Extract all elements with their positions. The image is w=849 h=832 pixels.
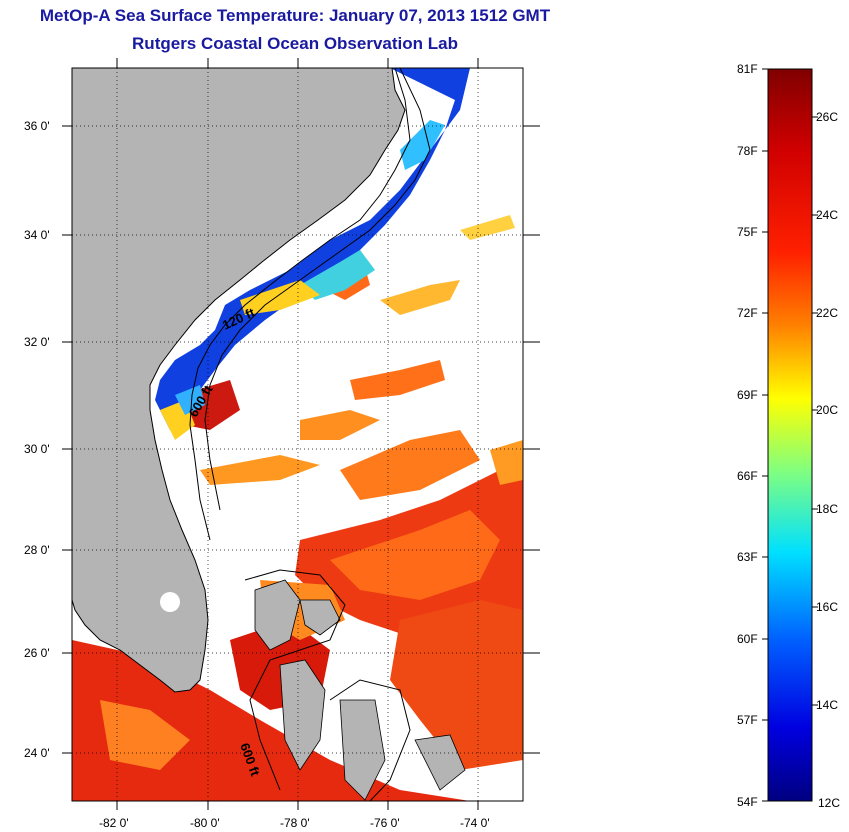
- cb-label-54f: 54F: [737, 795, 758, 809]
- latitude-labels: 36 0' 34 0' 32 0' 30 0' 28 0' 26 0' 24 0…: [24, 119, 50, 760]
- cb-label-60f: 60F: [737, 632, 758, 646]
- lat-label-26: 26 0': [24, 646, 50, 660]
- cb-label-16c: 16C: [816, 600, 838, 614]
- cb-label-24c: 24C: [816, 208, 838, 222]
- cb-label-26c: 26C: [816, 110, 838, 124]
- map-subtitle: Rutgers Coastal Ocean Observation Lab: [132, 34, 458, 53]
- colorbar: 81F 78F 75F 72F 69F 66F 63F 60F 57F 54F …: [737, 62, 840, 810]
- cb-label-66f: 66F: [737, 469, 758, 483]
- lon-label-76: -76 0': [370, 816, 400, 830]
- cb-label-12c: 12C: [818, 796, 840, 810]
- cb-label-72f: 72F: [737, 306, 758, 320]
- lat-label-28: 28 0': [24, 543, 50, 557]
- cb-label-75f: 75F: [737, 225, 758, 239]
- cb-label-22c: 22C: [816, 306, 838, 320]
- land-mass: [72, 68, 406, 693]
- map-area: 120 ft 600 ft 600 ft: [72, 68, 523, 801]
- lon-label-80: -80 0': [190, 816, 220, 830]
- cb-label-14c: 14C: [816, 698, 838, 712]
- bahamas-islands: [254, 579, 466, 801]
- lon-label-74: -74 0': [460, 816, 490, 830]
- cb-label-20c: 20C: [816, 403, 838, 417]
- colorbar-celsius-labels: 26C 24C 22C 20C 18C 16C 14C 12C: [816, 110, 840, 810]
- map-title: MetOp-A Sea Surface Temperature: January…: [39, 6, 551, 25]
- cb-label-81f: 81F: [737, 62, 758, 76]
- lon-label-78: -78 0': [280, 816, 310, 830]
- cb-label-78f: 78F: [737, 144, 758, 158]
- lat-label-30: 30 0': [24, 442, 50, 456]
- cb-label-18c: 18C: [816, 502, 838, 516]
- colorbar-scale: [767, 68, 813, 802]
- lake-okeechobee: [160, 592, 180, 612]
- lat-label-24: 24 0': [24, 746, 50, 760]
- lon-label-82: -82 0': [99, 816, 129, 830]
- colorbar-fahrenheit-labels: 81F 78F 75F 72F 69F 66F 63F 60F 57F 54F: [737, 62, 758, 809]
- longitude-labels: -82 0' -80 0' -78 0' -76 0' -74 0': [99, 816, 490, 830]
- cb-label-57f: 57F: [737, 713, 758, 727]
- cb-label-63f: 63F: [737, 550, 758, 564]
- lat-label-36: 36 0': [24, 119, 50, 133]
- lat-label-32: 32 0': [24, 335, 50, 349]
- lat-label-34: 34 0': [24, 228, 50, 242]
- cb-label-69f: 69F: [737, 388, 758, 402]
- isobath-contours: [189, 68, 431, 801]
- axis-ticks: [62, 58, 540, 810]
